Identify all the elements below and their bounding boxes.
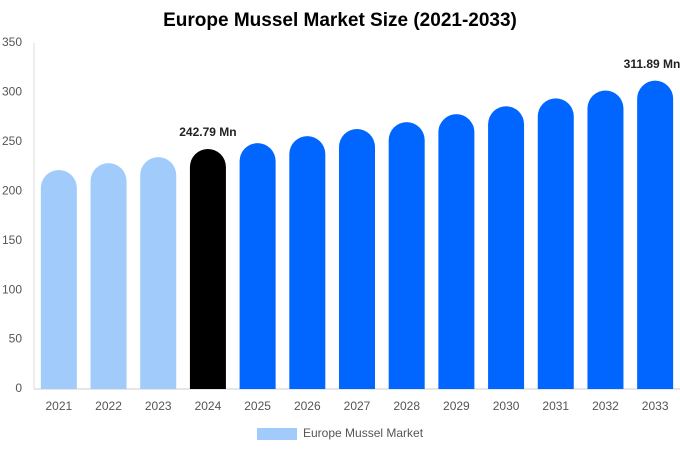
y-tick-label: 150 xyxy=(2,233,22,247)
x-tick-label: 2022 xyxy=(95,399,122,413)
x-tick-label: 2029 xyxy=(443,399,470,413)
bar xyxy=(537,98,574,390)
legend-swatch xyxy=(257,428,297,440)
y-tick-label: 250 xyxy=(2,134,22,148)
bar xyxy=(587,90,624,390)
bar xyxy=(239,143,276,389)
x-tick-label: 2026 xyxy=(294,399,321,413)
x-tick-label: 2028 xyxy=(393,399,420,413)
y-tick-label: 50 xyxy=(9,332,23,346)
x-tick-label: 2031 xyxy=(542,399,569,413)
bar xyxy=(388,122,425,390)
bar xyxy=(40,170,77,389)
x-tick-label: 2027 xyxy=(344,399,371,413)
bar xyxy=(90,163,127,389)
x-tick-label: 2033 xyxy=(642,399,669,413)
bar xyxy=(438,114,475,390)
x-tick-label: 2021 xyxy=(45,399,72,413)
y-tick-label: 0 xyxy=(15,381,22,395)
bar xyxy=(189,148,226,389)
bar xyxy=(289,136,326,389)
x-tick-label: 2032 xyxy=(592,399,619,413)
x-tick-label: 2025 xyxy=(244,399,271,413)
bar xyxy=(140,157,177,389)
x-tick-label: 2023 xyxy=(145,399,172,413)
y-tick-label: 350 xyxy=(2,35,22,49)
y-tick-label: 100 xyxy=(2,282,22,296)
bar xyxy=(637,80,674,390)
bar xyxy=(339,129,375,389)
chart-title: Europe Mussel Market Size (2021-2033) xyxy=(163,10,517,31)
value-label: 242.79 Mn xyxy=(179,125,236,139)
legend-label: Europe Mussel Market xyxy=(303,426,424,440)
y-tick-label: 300 xyxy=(2,85,22,99)
bar xyxy=(488,106,525,389)
x-tick-label: 2030 xyxy=(493,399,520,413)
x-tick-label: 2024 xyxy=(195,399,222,413)
y-tick-label: 200 xyxy=(2,183,22,197)
value-label: 311.89 Mn xyxy=(624,57,680,71)
